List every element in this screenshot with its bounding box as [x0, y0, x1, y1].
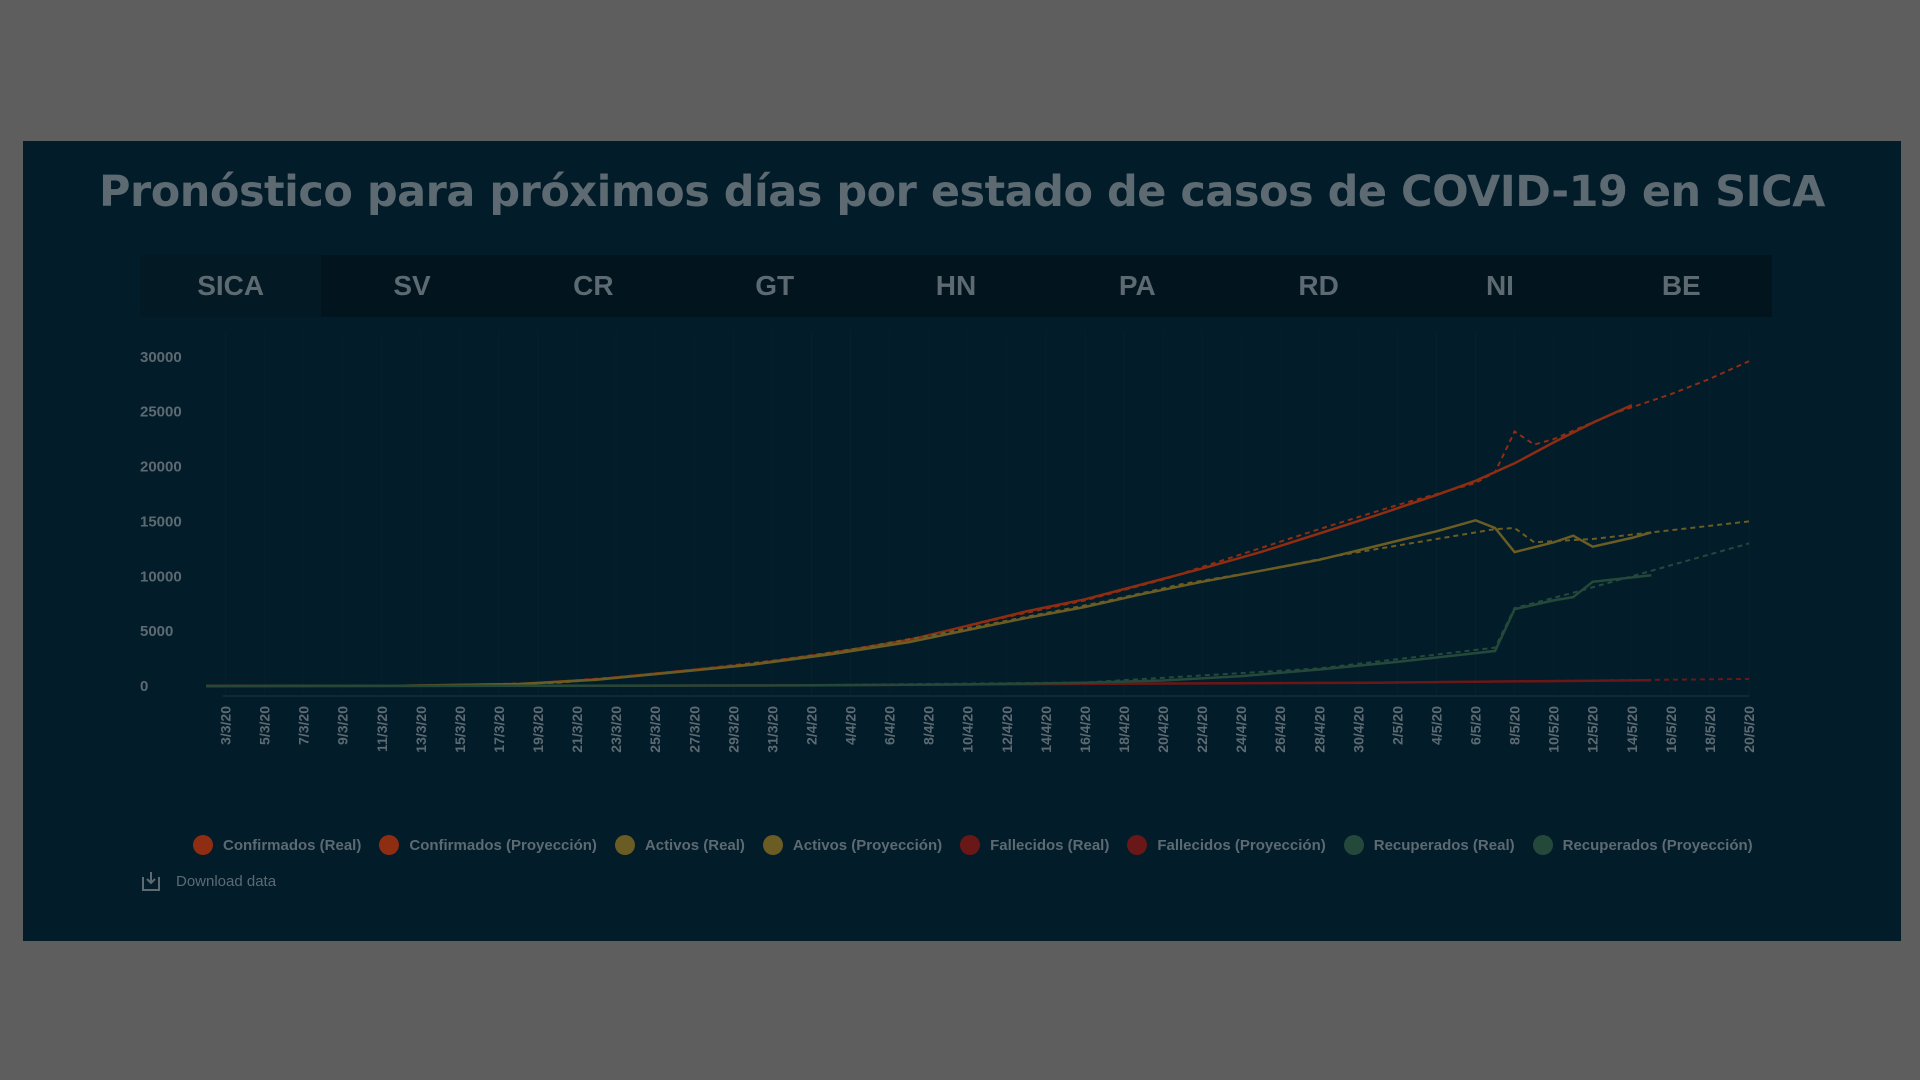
y-tick-label: 30000: [140, 349, 182, 366]
y-tick-label: 0: [140, 678, 148, 695]
x-tick-label: 28/4/20: [1311, 706, 1327, 753]
x-tick-label: 8/5/20: [1507, 706, 1523, 745]
x-tick-label: 2/4/20: [803, 706, 819, 745]
y-axis: 05000100001500020000250003000035000: [140, 349, 182, 695]
x-tick-label: 13/3/20: [413, 706, 429, 753]
x-axis: 3/3/20 5/3/20 7/3/20 9/3/20 11/3/20 13/3/20 15…: [218, 695, 1757, 753]
x-tick-label: 16/4/20: [1077, 706, 1093, 753]
legend-dot: [1532, 835, 1553, 855]
x-tick-label: 21/3/20: [569, 706, 585, 753]
legend-label: Fallecidos (Proyección): [1157, 836, 1326, 854]
legend-label: Recuperados (Proyección): [1562, 836, 1753, 854]
tab-sica[interactable]: SICA: [140, 255, 322, 317]
x-tick-label: 25/3/20: [647, 706, 663, 753]
y-tick-label: 20000: [140, 459, 182, 476]
legend-dot: [1127, 835, 1148, 855]
series-line-0: [205, 403, 1633, 688]
tab-rd[interactable]: RD: [1298, 270, 1339, 301]
legend-item[interactable]: Fallecidos (Proyección): [1127, 835, 1326, 855]
tab-hn[interactable]: HN: [935, 270, 977, 301]
x-tick-label: 12/5/20: [1585, 706, 1601, 753]
tab-gt[interactable]: GT: [755, 270, 795, 301]
legend-label: Activos (Proyección): [792, 836, 943, 854]
legend-dot: [1343, 835, 1364, 855]
download-label: Download data: [176, 872, 277, 890]
legend-item[interactable]: Activos (Real): [614, 835, 745, 855]
series-line-3: [205, 520, 1750, 687]
legend: Confirmados (Real) Confirmados (Proyecció…: [193, 831, 1753, 859]
legend-dot: [762, 835, 783, 855]
legend-item[interactable]: Recuperados (Real): [1343, 835, 1515, 855]
x-tick-label: 4/5/20: [1428, 706, 1444, 745]
legend-item[interactable]: Fallecidos (Real): [960, 835, 1109, 855]
legend-dot: [193, 835, 213, 855]
tab-cr[interactable]: CR: [573, 270, 614, 301]
legend-item[interactable]: Confirmados (Real): [193, 835, 361, 855]
x-tick-label: 3/3/20: [218, 706, 234, 745]
x-tick-label: 29/3/20: [725, 706, 741, 753]
x-tick-label: 2/5/20: [1389, 706, 1405, 745]
download-data-button[interactable]: Download data: [140, 870, 276, 892]
x-tick-label: 30/4/20: [1350, 706, 1366, 753]
legend-item[interactable]: Recuperados (Proyección): [1532, 835, 1753, 855]
x-tick-label: 5/3/20: [257, 706, 273, 745]
y-tick-label: 10000: [140, 568, 182, 585]
x-tick-label: 7/3/20: [296, 706, 312, 745]
series-line-1: [205, 360, 1750, 687]
chart-panel: Pronóstico para próximos días por estado…: [23, 141, 1901, 941]
x-tick-label: 18/5/20: [1702, 706, 1718, 753]
legend-label: Recuperados (Real): [1373, 836, 1515, 854]
legend-item[interactable]: Activos (Proyección): [762, 835, 943, 855]
x-tick-label: 10/5/20: [1546, 706, 1562, 753]
series-lines: [205, 360, 1750, 688]
grid: [225, 331, 1750, 696]
x-tick-label: 24/4/20: [1233, 706, 1249, 753]
y-tick-label: 5000: [140, 623, 173, 640]
x-tick-label: 22/4/20: [1194, 706, 1210, 753]
x-tick-label: 8/4/20: [921, 706, 937, 745]
x-tick-label: 10/4/20: [960, 706, 976, 753]
legend-dot: [960, 835, 981, 855]
tab-sv[interactable]: SV: [393, 270, 431, 301]
series-line-6: [205, 573, 1652, 688]
legend-label: Confirmados (Real): [223, 836, 362, 854]
x-tick-label: 20/5/20: [1741, 706, 1757, 753]
tab-ni[interactable]: NI: [1485, 270, 1514, 301]
x-tick-label: 14/5/20: [1624, 706, 1640, 753]
x-tick-label: 4/4/20: [843, 706, 859, 745]
y-tick-label: 15000: [140, 513, 182, 530]
x-tick-label: 20/4/20: [1155, 706, 1171, 753]
x-tick-label: 17/3/20: [491, 706, 507, 753]
legend-dot: [614, 835, 635, 855]
download-icon: [142, 872, 160, 891]
line-chart: 05000100001500020000250003000035000 3/3/…: [140, 331, 1757, 753]
x-tick-label: 27/3/20: [686, 706, 702, 753]
chart-title: Pronóstico para próximos días por estado…: [99, 167, 1825, 217]
x-tick-label: 16/5/20: [1663, 706, 1679, 753]
tab-pa[interactable]: PA: [1118, 270, 1156, 301]
x-tick-label: 9/3/20: [335, 706, 351, 745]
x-tick-label: 23/3/20: [608, 706, 624, 753]
x-tick-label: 12/4/20: [999, 706, 1015, 753]
x-tick-label: 14/4/20: [1038, 706, 1054, 753]
x-tick-label: 15/3/20: [452, 706, 468, 753]
legend-label: Activos (Real): [644, 836, 745, 854]
legend-label: Fallecidos (Real): [990, 836, 1110, 854]
country-tabs: SICA SV CR GT HN PA RD NI BE: [140, 255, 1772, 317]
x-tick-label: 18/4/20: [1116, 706, 1132, 753]
x-tick-label: 11/3/20: [374, 706, 390, 752]
tab-be[interactable]: BE: [1661, 270, 1701, 301]
series-line-7: [205, 542, 1750, 687]
x-tick-label: 19/3/20: [530, 706, 546, 753]
x-tick-label: 26/4/20: [1272, 706, 1288, 753]
x-tick-label: 6/4/20: [882, 706, 898, 745]
legend-label: Confirmados (Proyección): [409, 836, 597, 854]
legend-item[interactable]: Confirmados (Proyección): [379, 835, 597, 855]
y-tick-label: 25000: [140, 404, 182, 421]
x-tick-label: 6/5/20: [1468, 706, 1484, 745]
legend-dot: [379, 835, 400, 855]
x-tick-label: 31/3/20: [764, 706, 780, 753]
